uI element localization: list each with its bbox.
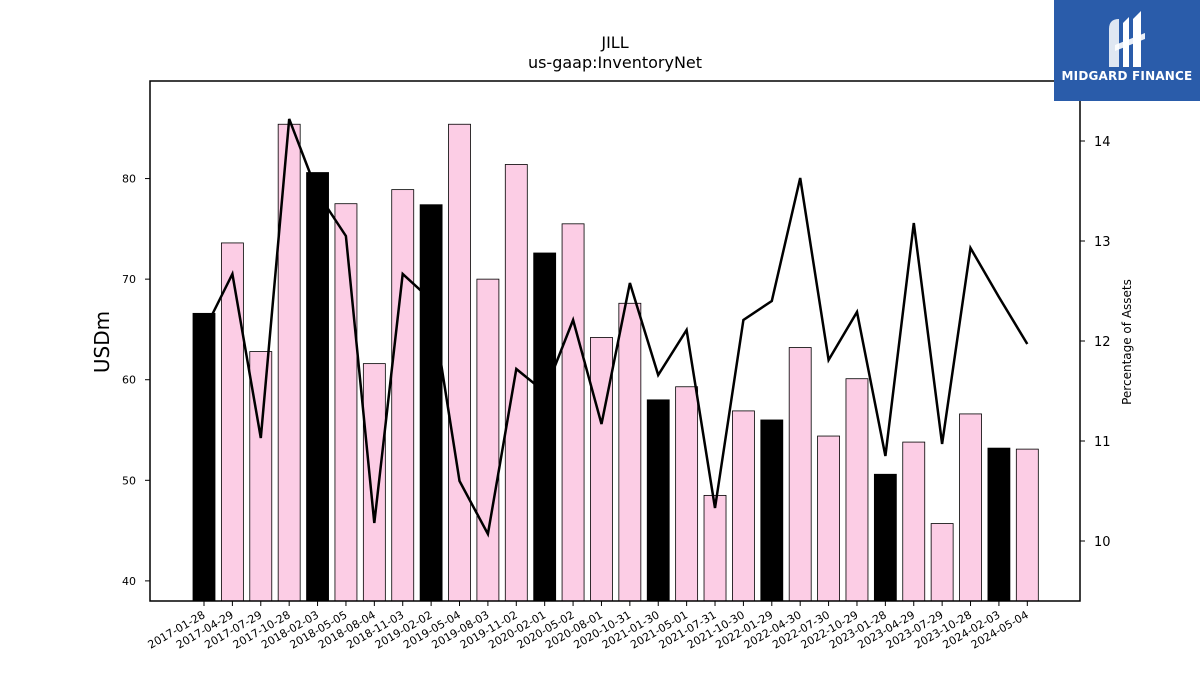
bar: [788, 347, 812, 602]
bar: [448, 123, 471, 602]
bar: [334, 203, 358, 602]
y-tick-label-right: 11: [1094, 435, 1111, 450]
bar: [817, 435, 840, 602]
line-series-percentage: [202, 118, 1029, 538]
bar: [675, 386, 699, 602]
bar: [1015, 448, 1039, 602]
bar: [760, 419, 784, 602]
bar: [561, 223, 585, 602]
chart-subtitle: us-gaap:InventoryNet: [527, 53, 703, 72]
bar: [504, 164, 528, 602]
y-tick-label-left: 70: [122, 273, 136, 286]
bar: [732, 410, 755, 602]
bar: [306, 172, 329, 602]
bar: [902, 441, 926, 602]
y-tick-label-right: 12: [1094, 335, 1111, 350]
y-tick-label-right: 13: [1094, 235, 1111, 250]
logo-mark-icon: [1109, 11, 1145, 67]
bar: [703, 494, 727, 602]
bar: [419, 204, 443, 602]
bar: [362, 363, 386, 602]
y-tick-label-left: 80: [122, 173, 136, 186]
y-tick-label-left: 60: [122, 374, 136, 387]
y-axis-label-right: Percentage of Assets: [1120, 279, 1134, 405]
y-tick-label-right: 10: [1094, 535, 1111, 550]
bar: [476, 278, 500, 602]
bar: [533, 252, 557, 602]
chart-title: JILL: [601, 33, 629, 52]
bar: [220, 242, 244, 602]
bar: [987, 447, 1011, 602]
bar: [845, 378, 869, 602]
bar: [590, 337, 613, 602]
y-tick-label-right: 14: [1094, 135, 1111, 150]
y-axis-label-left: USDm: [90, 310, 114, 374]
bar: [618, 302, 642, 602]
bar: [646, 399, 670, 602]
bar: [873, 473, 897, 602]
bar: [930, 523, 954, 602]
bar: [959, 413, 982, 602]
logo-text: MIDGARD FINANCE: [1061, 69, 1193, 83]
y-tick-label-left: 40: [122, 575, 136, 588]
bar: [391, 189, 415, 602]
y-tick-label-left: 50: [122, 474, 136, 487]
midgard-finance-logo: MIDGARD FINANCE: [1054, 0, 1200, 101]
bar: [192, 312, 216, 602]
